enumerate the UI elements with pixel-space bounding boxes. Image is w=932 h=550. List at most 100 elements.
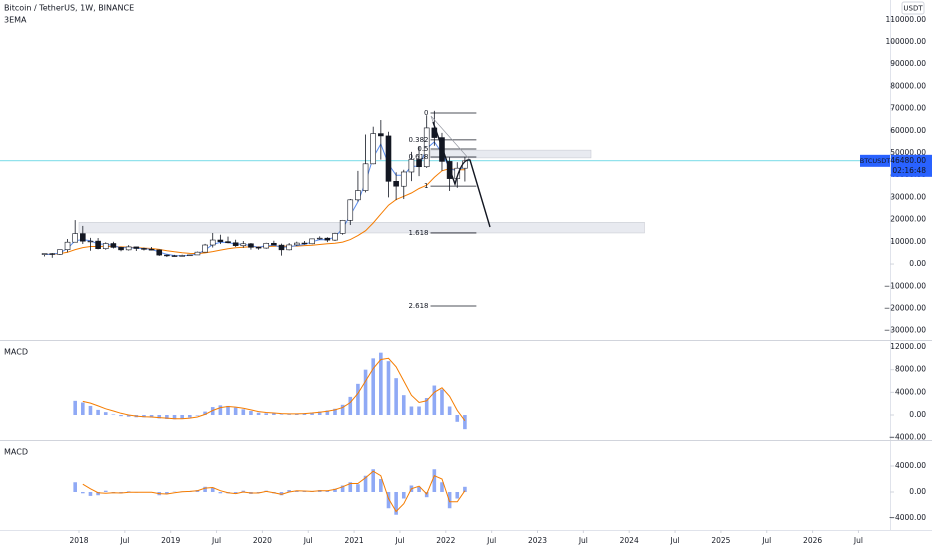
symbol-box [860,154,890,167]
x-tick-label: Jul [761,536,771,545]
fib-label: 0.382 [408,136,428,144]
candle-body [355,190,361,201]
macd-bar [440,389,444,416]
candle-body [133,246,140,249]
last-price-label: 46480.00 [890,156,926,165]
macd-bar [356,383,360,416]
candle-body [248,243,254,248]
y-tick-label: 30000.00 [890,192,926,201]
macd-bar [463,486,467,493]
y-tick-label: 60000.00 [890,126,926,135]
candle-body [125,246,132,251]
macd-bar [333,408,337,416]
candle-body [408,159,415,173]
candle-body [225,241,231,244]
candle-body [324,237,331,241]
macd-bar [447,406,452,416]
candle-body [263,242,270,249]
macd-bar [317,411,322,416]
macd-bar [379,352,383,416]
candle-body [347,199,354,221]
macd-bar [363,475,368,493]
candle-body [164,254,170,257]
macd-bar [440,482,444,493]
macd-bar [226,405,230,416]
y-tick-label: 70000.00 [890,104,926,113]
macd-bar [310,412,314,416]
fib-label: 0.5 [417,145,428,153]
fib-label: 0 [424,109,428,117]
zone [430,149,592,159]
macd-bar [157,415,162,419]
macd-bar [302,413,307,416]
macd-bar [188,415,192,418]
symbol-label: BTCUSDT [860,157,890,165]
candle-body [385,135,392,182]
x-tick-label: 2021 [345,536,364,545]
y-tick-label: 0.00 [909,259,926,268]
macd-bar [210,487,215,493]
macd-bar [203,486,207,493]
candle-body [64,241,71,250]
zone [78,222,645,234]
macd-bar [73,482,77,493]
candle-body [156,249,163,256]
y-tick-label: −4000.00 [889,433,927,442]
x-tick-label: 2026 [803,536,822,545]
macd-bar [401,492,406,499]
y-tick-label: 12000.00 [890,342,926,351]
macd-bar [294,490,299,493]
macd-bar [432,385,437,416]
y-tick-label: 8000.00 [895,365,926,374]
macd-bar [333,488,337,493]
y-tick-label: 0.00 [909,410,926,419]
fib-label: 0.618 [408,153,428,161]
macd-bar [424,398,429,416]
macd-bar [287,414,291,416]
macd-bar [241,490,246,493]
candle-body [148,249,155,251]
candle-body [95,240,101,249]
y-tick-label: −10000.00 [884,281,926,290]
symbol-title: Bitcoin / TetherUS, 1W, BINANCE [4,4,134,13]
indicator-label: 3EMA [4,16,27,25]
candle-body [316,237,323,240]
macd-bar [294,413,299,416]
macd-bar [96,492,100,496]
macd-bar [401,395,406,416]
x-tick-label: Jul [670,536,680,545]
candle-body [80,233,86,242]
x-tick-label: 2018 [69,536,88,545]
macd-bar [348,396,353,416]
macd-bar [88,492,93,496]
candle-body [141,248,147,250]
y-tick-label: 110000.00 [885,15,926,24]
macd-bar [103,412,108,416]
macd-bar [325,410,330,416]
y-tick-label: −20000.00 [884,303,926,312]
macd-bar [394,378,398,416]
macd-bar [149,415,154,418]
currency-box[interactable] [901,1,925,15]
last-price-box [891,154,932,177]
candle-body [416,159,422,168]
candle-body [202,244,208,253]
macd-bar [218,405,223,416]
candle-body [370,133,377,165]
macd-bar [417,406,421,416]
macd-bar [409,406,414,416]
macd-bar [348,482,353,493]
macd-bar [203,411,207,416]
macd-bar [165,492,169,494]
macd-bar [256,492,261,493]
candle-body [232,242,239,246]
x-tick-label: Jul [119,536,129,545]
y-tick-label: −4000.00 [889,513,927,522]
x-tick-label: 2020 [253,536,272,545]
countdown: 02:16:48 [892,166,926,175]
macd-bar [233,492,238,494]
y-tick-label: 10000.00 [890,237,926,246]
macd-signal [82,357,466,421]
x-tick-label: 2024 [620,536,639,545]
